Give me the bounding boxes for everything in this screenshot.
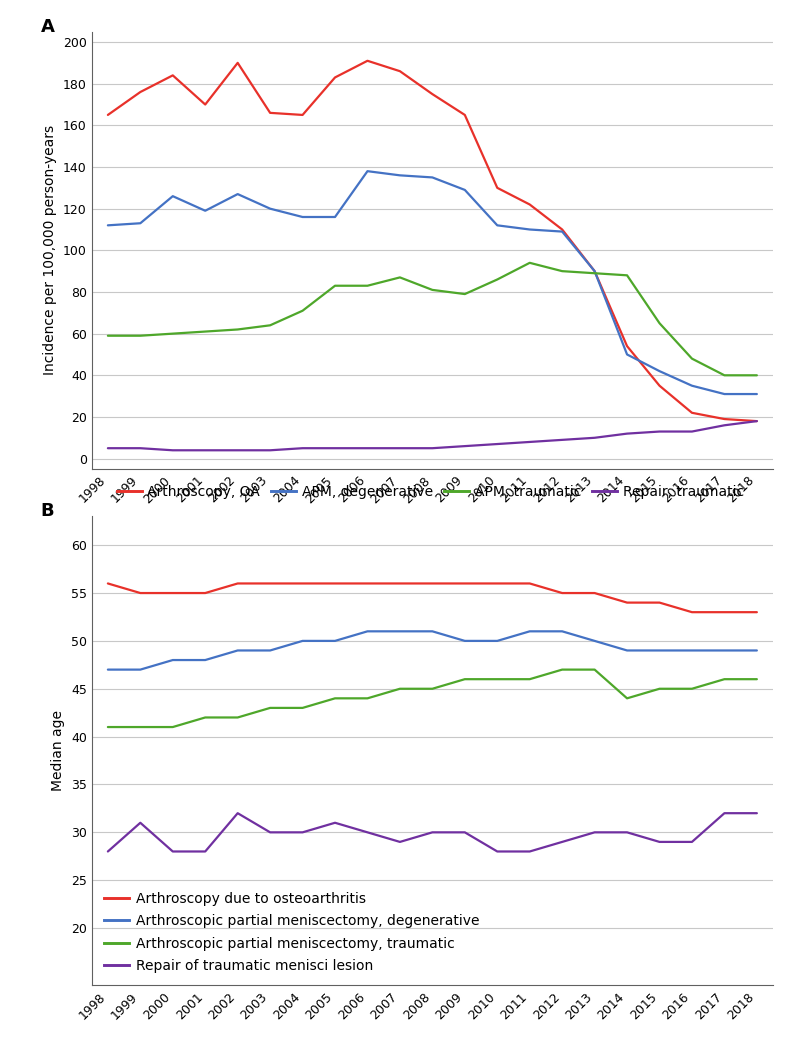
- Text: B: B: [41, 503, 54, 521]
- Legend: Arthroscopy due to osteoarthritis, Arthroscopic partial meniscectomy, degenerati: Arthroscopy due to osteoarthritis, Arthr…: [99, 886, 485, 978]
- Y-axis label: Median age: Median age: [51, 710, 65, 792]
- Text: A: A: [41, 19, 54, 37]
- Legend: Arthroscopy, OA, APM, degenerative, APM, traumatic, Repair, traumatic: Arthroscopy, OA, APM, degenerative, APM,…: [112, 480, 749, 504]
- Y-axis label: Incidence per 100,000 person-years: Incidence per 100,000 person-years: [43, 125, 57, 375]
